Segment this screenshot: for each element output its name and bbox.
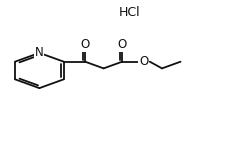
Text: O: O [139, 55, 148, 68]
Text: O: O [117, 38, 127, 51]
Text: O: O [81, 38, 90, 51]
Text: N: N [35, 46, 44, 59]
Text: HCl: HCl [119, 6, 140, 19]
